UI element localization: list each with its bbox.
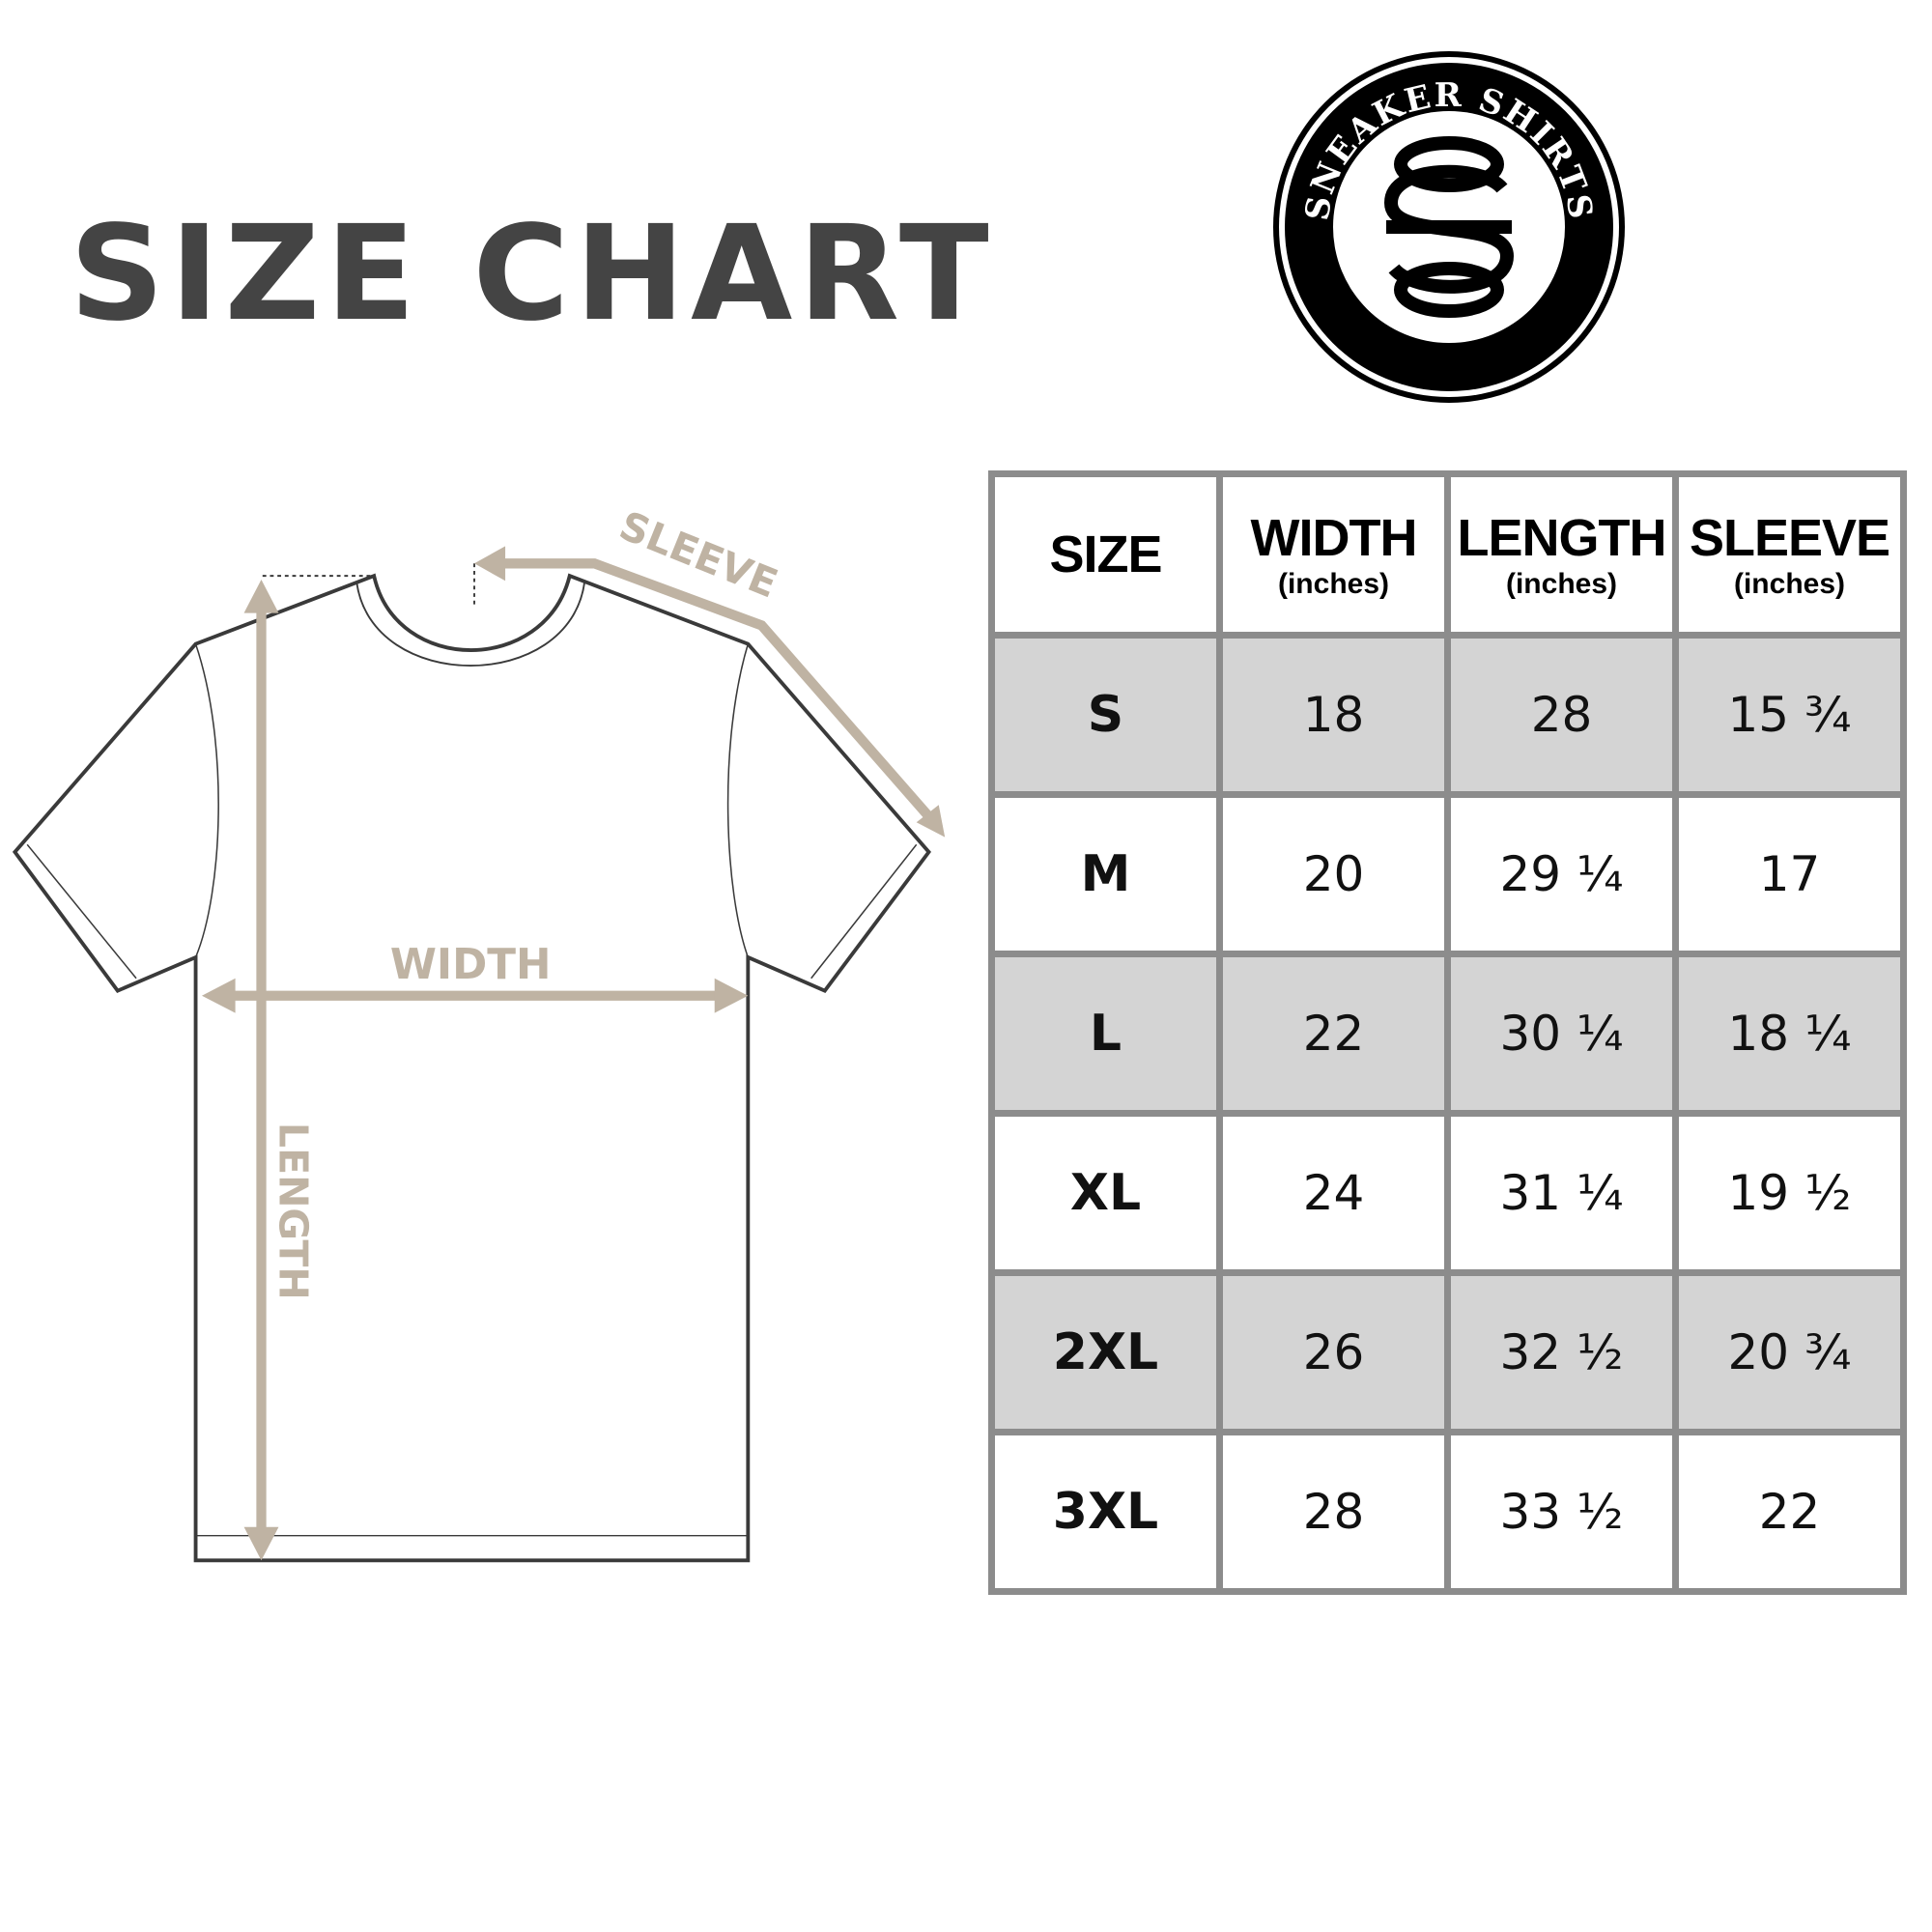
header-size: SIZE <box>988 470 1223 639</box>
cell-sleeve: 22 <box>1672 1429 1907 1595</box>
table-row: S 18 28 15 ¾ <box>988 632 1907 798</box>
sleeve-label: SLEEVE <box>613 502 784 608</box>
arrow-head-icon <box>714 978 749 1013</box>
page-title: SIZE CHART <box>70 198 995 351</box>
cell-size: XL <box>988 1110 1223 1276</box>
size-table: SIZE WIDTH (inches) LENGTH (inches) SLEEVE… <box>988 470 1907 1595</box>
arrow-head-icon <box>916 805 946 838</box>
arrow-head-icon <box>243 579 279 613</box>
cell-sleeve: 15 ¾ <box>1672 632 1907 798</box>
cell-sleeve: 18 ¼ <box>1672 951 1907 1117</box>
arrow-head-icon <box>474 546 506 582</box>
header-length: LENGTH (inches) <box>1444 470 1679 639</box>
cell-length: 33 ½ <box>1444 1429 1679 1595</box>
table-row: XL 24 31 ¼ 19 ½ <box>988 1110 1907 1276</box>
cell-width: 18 <box>1216 632 1451 798</box>
cell-size: 3XL <box>988 1429 1223 1595</box>
cell-width: 20 <box>1216 791 1451 957</box>
length-label: LENGTH <box>270 1122 317 1300</box>
cell-width: 22 <box>1216 951 1451 1117</box>
cell-size: M <box>988 791 1223 957</box>
header-width: WIDTH (inches) <box>1216 470 1451 639</box>
cell-width: 26 <box>1216 1269 1451 1435</box>
arrow-head-icon <box>201 978 236 1013</box>
table-row: 2XL 26 32 ½ 20 ¾ <box>988 1269 1907 1435</box>
cell-length: 29 ¼ <box>1444 791 1679 957</box>
cell-width: 24 <box>1216 1110 1451 1276</box>
cell-size: 2XL <box>988 1269 1223 1435</box>
measure-arrows <box>216 558 939 1546</box>
cell-size: L <box>988 951 1223 1117</box>
width-label: WIDTH <box>390 941 552 989</box>
cell-length: 28 <box>1444 632 1679 798</box>
table-row: M 20 29 ¼ 17 <box>988 791 1907 957</box>
table-header-row: SIZE WIDTH (inches) LENGTH (inches) SLEEVE… <box>988 470 1907 639</box>
cell-sleeve: 20 ¾ <box>1672 1269 1907 1435</box>
header-sleeve: SLEEVE (inches) <box>1672 470 1907 639</box>
cell-length: 32 ½ <box>1444 1269 1679 1435</box>
cell-sleeve: 19 ½ <box>1672 1110 1907 1276</box>
table-row: L 22 30 ¼ 18 ¼ <box>988 951 1907 1117</box>
cell-size: S <box>988 632 1223 798</box>
tshirt-outline <box>12 563 931 1563</box>
cell-length: 31 ¼ <box>1444 1110 1679 1276</box>
brand-logo: SNEAKER SHIRTS OUTLET.COM <box>1273 51 1625 403</box>
cell-length: 30 ¼ <box>1444 951 1679 1117</box>
cell-sleeve: 17 <box>1672 791 1907 957</box>
cell-width: 28 <box>1216 1429 1451 1595</box>
monogram-icon <box>1383 136 1515 318</box>
arrow-head-icon <box>243 1526 279 1561</box>
table-row: 3XL 28 33 ½ 22 <box>988 1429 1907 1595</box>
